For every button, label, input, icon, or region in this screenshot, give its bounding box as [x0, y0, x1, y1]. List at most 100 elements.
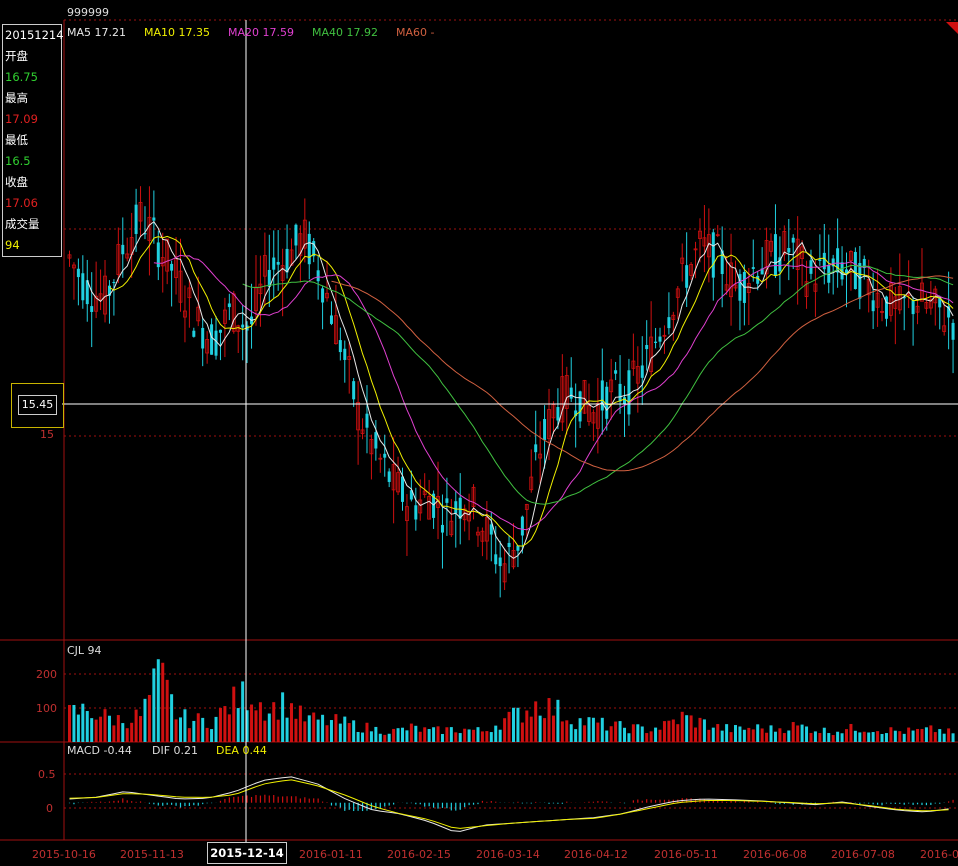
candle-body	[205, 339, 210, 354]
volume-bar	[525, 710, 529, 742]
dea-line	[69, 779, 949, 829]
volume-bar	[236, 708, 240, 742]
candlesticks	[67, 186, 955, 598]
volume-bar	[929, 725, 933, 742]
volume-bar	[858, 732, 862, 742]
candle-body	[862, 258, 866, 268]
volume-bar	[729, 732, 733, 742]
volume-bar	[951, 733, 955, 742]
volume-bar	[618, 721, 622, 742]
volume-bar	[738, 726, 742, 742]
volume-bar	[210, 729, 214, 742]
candle-body	[924, 302, 929, 309]
volume-bar	[516, 707, 520, 742]
candle-body	[529, 476, 534, 491]
candle-body	[152, 217, 156, 221]
candle-body	[574, 410, 578, 417]
volume-bar	[383, 734, 387, 742]
candle-body	[312, 241, 316, 257]
volume-bar	[401, 727, 404, 742]
corner-marker	[946, 22, 958, 34]
candle-body	[836, 248, 840, 273]
volume-bar	[436, 726, 440, 742]
candle-body	[196, 306, 201, 322]
candle-body	[494, 554, 498, 565]
volume-bar	[596, 722, 600, 742]
candle-body	[547, 409, 551, 440]
x-tick: 2015-11-13	[120, 848, 184, 861]
volume-bar	[631, 724, 635, 742]
symbol-label: 999999	[67, 6, 109, 19]
candle-body	[720, 250, 724, 275]
candle-body	[578, 391, 582, 422]
candle-body	[241, 324, 245, 328]
candle-body	[81, 273, 85, 301]
volume-bar	[223, 706, 227, 742]
volume-bar	[534, 701, 538, 742]
volume-bar	[409, 723, 413, 742]
volume-bar	[68, 704, 71, 742]
cursor-date-tag: 2015-12-14	[207, 842, 287, 864]
candle-body	[662, 334, 667, 337]
volume-bar	[809, 732, 813, 742]
volume-bar	[742, 729, 746, 742]
volume-bar	[676, 724, 680, 742]
volume-bar	[90, 718, 94, 742]
volume-bar	[94, 719, 98, 742]
volume-bar	[467, 729, 471, 742]
candle-body	[325, 292, 329, 299]
cursor-price-value: 15.45	[18, 395, 57, 415]
candle-body	[804, 281, 809, 297]
candle-body	[667, 317, 671, 329]
volume-bar	[440, 733, 444, 742]
cursor-price-tag: 15.45	[11, 383, 64, 428]
candle-body	[760, 268, 764, 275]
candle-body	[764, 240, 769, 275]
volume-bar	[884, 733, 888, 742]
candle-body	[840, 262, 844, 280]
candle-body	[680, 257, 685, 264]
candle-body	[920, 282, 924, 302]
volume-bar	[267, 713, 271, 742]
candle-body	[524, 504, 529, 510]
volume-bar	[503, 718, 507, 742]
ma5-line	[86, 220, 954, 559]
volume-bar	[836, 731, 840, 742]
volume-bar	[800, 724, 804, 742]
volume-bar	[818, 733, 822, 742]
candle-body	[507, 542, 511, 548]
candle-body	[227, 303, 231, 308]
volume-bar	[143, 698, 147, 742]
candle-body	[751, 267, 755, 269]
candle-body	[369, 439, 374, 455]
candle-body	[928, 299, 933, 309]
volume-bar	[902, 733, 906, 742]
volume-bar	[161, 662, 165, 742]
volume-bar	[933, 732, 937, 742]
info-date: 20151214	[5, 28, 64, 42]
candle-body	[316, 270, 320, 282]
candle-body	[445, 498, 449, 503]
volume-bar	[805, 726, 809, 742]
volume-bar	[569, 724, 573, 742]
candle-body	[538, 453, 543, 459]
candle-body	[347, 356, 352, 360]
candle-body	[866, 279, 871, 296]
volume-bar	[374, 726, 378, 742]
volume-bar	[711, 727, 715, 742]
volume-bar	[543, 718, 547, 742]
candle-body	[671, 314, 676, 320]
candle-body	[192, 330, 196, 337]
candle-body	[849, 251, 853, 262]
volume-bar	[538, 715, 542, 742]
candle-body	[103, 275, 107, 315]
candle-body	[627, 370, 631, 415]
volume-bar	[480, 731, 484, 742]
candle-body	[422, 490, 427, 495]
volume-bar	[423, 727, 427, 742]
candle-body	[121, 244, 125, 255]
candle-body	[845, 269, 848, 274]
volume-bar	[107, 715, 111, 742]
candle-body	[724, 284, 729, 291]
